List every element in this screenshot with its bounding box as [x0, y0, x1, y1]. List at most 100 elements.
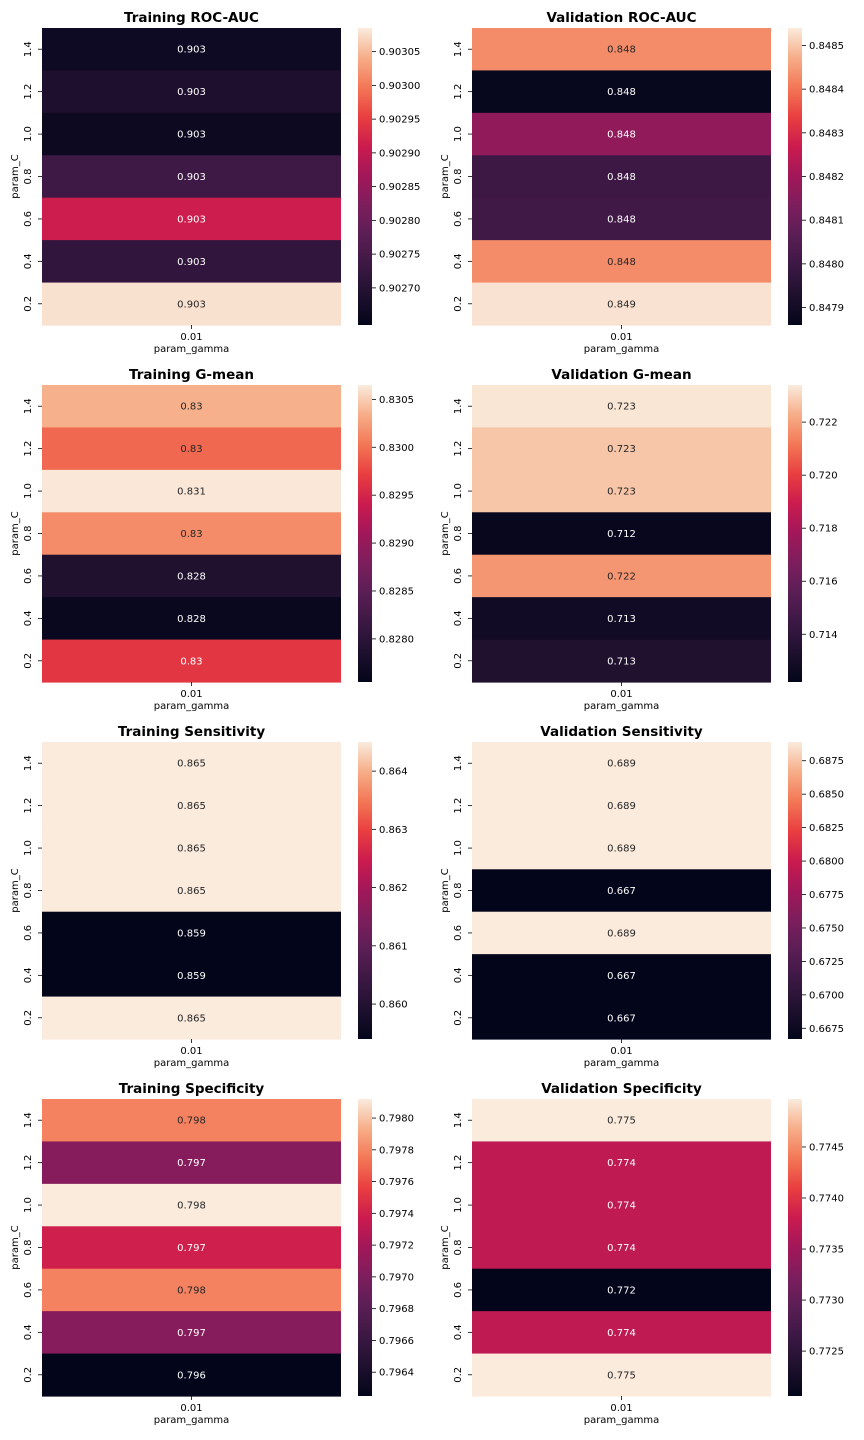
- x-axis-label: param_gamma: [584, 344, 660, 355]
- colorbar-tick-label: 0.7725: [809, 1347, 844, 1358]
- y-tick-label: 0.2: [23, 296, 34, 312]
- colorbar-tick-label: 0.7980: [379, 1114, 414, 1125]
- colorbar: [788, 742, 802, 1039]
- colorbar-tick-label: 0.6700: [809, 990, 844, 1001]
- cell-value-label: 0.903: [177, 45, 206, 56]
- y-tick-label: 0.2: [23, 653, 34, 669]
- heatmap-title: Validation Sensitivity: [540, 724, 703, 740]
- cell-value-label: 0.713: [607, 656, 636, 667]
- y-axis-label: param_C: [440, 1225, 451, 1269]
- colorbar-tick-label: 0.864: [379, 767, 408, 778]
- y-tick-label: 1.2: [453, 84, 464, 100]
- heatmap-cell: [42, 1099, 341, 1143]
- cell-value-label: 0.865: [177, 844, 206, 855]
- colorbar-tick-label: 0.90305: [379, 47, 420, 58]
- heatmap-cell: [42, 240, 341, 284]
- y-tick-label: 0.8: [453, 169, 464, 185]
- heatmap-cell: [472, 1141, 771, 1185]
- heatmap-panel-5: Training Sensitivity 0.865 1.4 0.865 1.2 0.86…: [10, 724, 408, 1069]
- heatmap-cell: [472, 70, 771, 114]
- y-tick-label: 1.0: [453, 483, 464, 499]
- cell-value-label: 0.865: [177, 886, 206, 897]
- y-tick-label: 1.0: [23, 840, 34, 856]
- y-axis-label: param_C: [10, 868, 21, 912]
- heatmap-cell: [472, 554, 771, 598]
- heatmap-cell: [472, 996, 771, 1040]
- cell-value-label: 0.774: [607, 1158, 636, 1169]
- cell-value-label: 0.903: [177, 130, 206, 141]
- cell-value-label: 0.772: [607, 1285, 636, 1296]
- y-tick-label: 1.2: [453, 1155, 464, 1171]
- colorbar-tick-label: 0.7968: [379, 1304, 414, 1315]
- heatmap-cell: [42, 639, 341, 683]
- y-tick-label: 1.4: [453, 1112, 464, 1128]
- cell-value-label: 0.689: [607, 801, 636, 812]
- x-axis-label: param_gamma: [154, 701, 230, 712]
- x-tick-label: 0.01: [610, 689, 632, 700]
- cell-value-label: 0.848: [607, 214, 636, 225]
- cell-value-label: 0.667: [607, 971, 636, 982]
- heatmap-cell: [42, 954, 341, 998]
- colorbar-tick-label: 0.6875: [809, 756, 844, 767]
- x-tick-label: 0.01: [180, 1403, 202, 1414]
- cell-value-label: 0.723: [607, 487, 636, 498]
- x-tick-label: 0.01: [180, 1046, 202, 1057]
- y-tick-label: 0.8: [23, 1240, 34, 1256]
- x-tick-label: 0.01: [610, 1046, 632, 1057]
- cell-value-label: 0.859: [177, 971, 206, 982]
- colorbar-tick-label: 0.8280: [379, 634, 414, 645]
- y-tick-label: 0.6: [23, 568, 34, 584]
- colorbar-tick-label: 0.90270: [379, 283, 420, 294]
- colorbar-tick-label: 0.7970: [379, 1272, 414, 1283]
- y-axis-label: param_C: [10, 154, 21, 198]
- heatmap-title: Validation G-mean: [551, 367, 691, 383]
- heatmap-cell: [472, 512, 771, 556]
- heatmap-cell: [472, 1226, 771, 1270]
- cell-value-label: 0.798: [177, 1201, 206, 1212]
- y-tick-label: 0.4: [453, 253, 464, 269]
- colorbar: [358, 28, 372, 325]
- y-tick-label: 1.4: [453, 398, 464, 414]
- y-tick-label: 0.6: [23, 1282, 34, 1298]
- colorbar: [788, 1099, 802, 1396]
- colorbar-tick-label: 0.714: [809, 630, 838, 641]
- colorbar-tick-label: 0.8485: [809, 41, 844, 52]
- cell-value-label: 0.848: [607, 130, 636, 141]
- heatmap-cell: [472, 784, 771, 828]
- cell-value-label: 0.83: [180, 444, 202, 455]
- colorbar-tick-label: 0.6675: [809, 1024, 844, 1035]
- x-axis-label: param_gamma: [154, 1415, 230, 1426]
- y-tick-label: 1.2: [23, 798, 34, 814]
- colorbar-tick-label: 0.90295: [379, 115, 420, 126]
- colorbar-tick-label: 0.7972: [379, 1241, 414, 1252]
- cell-value-label: 0.667: [607, 1013, 636, 1024]
- heatmap-panel-4: Validation G-mean 0.723 1.4 0.723 1.2 0.723 1.…: [440, 367, 838, 712]
- y-tick-label: 0.4: [23, 1324, 34, 1340]
- cell-value-label: 0.797: [177, 1243, 206, 1254]
- cell-value-label: 0.83: [180, 402, 202, 413]
- y-tick-label: 1.4: [23, 1112, 34, 1128]
- y-tick-label: 0.2: [453, 653, 464, 669]
- y-tick-label: 0.2: [453, 1010, 464, 1026]
- heatmap-cell: [472, 385, 771, 429]
- y-tick-label: 1.4: [23, 398, 34, 414]
- y-tick-label: 1.0: [453, 1197, 464, 1213]
- heatmap-cell: [42, 512, 341, 556]
- colorbar-tick-label: 0.722: [809, 418, 838, 429]
- y-tick-label: 0.8: [453, 883, 464, 899]
- colorbar-tick-label: 0.8483: [809, 128, 844, 139]
- y-tick-label: 0.2: [453, 296, 464, 312]
- heatmap-cell: [472, 1353, 771, 1397]
- cell-value-label: 0.848: [607, 257, 636, 268]
- colorbar-tick-label: 0.8285: [379, 586, 414, 597]
- y-tick-label: 1.2: [23, 84, 34, 100]
- cell-value-label: 0.865: [177, 1013, 206, 1024]
- heatmap-title: Training ROC-AUC: [124, 10, 259, 26]
- x-axis-label: param_gamma: [584, 1058, 660, 1069]
- y-tick-label: 1.4: [23, 41, 34, 57]
- y-tick-label: 1.2: [453, 798, 464, 814]
- heatmap-cell: [42, 996, 341, 1040]
- heatmap-title: Validation Specificity: [541, 1081, 702, 1097]
- heatmap-cell: [42, 1353, 341, 1397]
